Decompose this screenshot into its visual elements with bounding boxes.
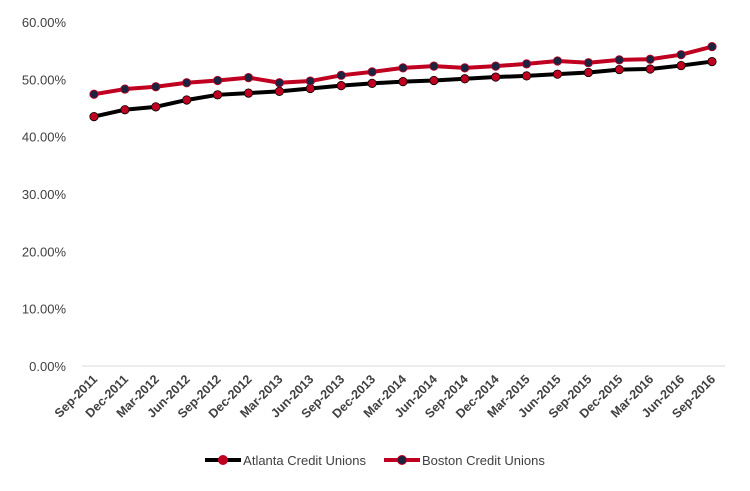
data-point (398, 63, 408, 73)
data-point (429, 75, 439, 86)
data-point (398, 77, 408, 87)
data-point (460, 74, 470, 84)
data-point (367, 67, 377, 77)
y-tick-label: 0.00% (29, 359, 66, 374)
data-point (89, 89, 99, 99)
data-point (120, 84, 130, 94)
y-tick-label: 40.00% (22, 130, 67, 145)
data-point (243, 88, 254, 98)
data-point (336, 81, 346, 91)
data-point (182, 95, 192, 105)
data-point (151, 82, 161, 92)
data-point (274, 86, 284, 96)
y-tick-label: 10.00% (22, 302, 67, 317)
data-point (676, 50, 686, 60)
data-point (336, 70, 346, 80)
data-point (552, 69, 563, 79)
legend-item-atlanta: Atlanta Credit Unions (205, 453, 366, 468)
data-point (491, 61, 501, 71)
data-point (367, 78, 377, 88)
legend-item-boston: Boston Credit Unions (384, 453, 545, 468)
data-point (182, 78, 192, 88)
legend: Atlanta Credit Unions Boston Credit Unio… (0, 449, 750, 471)
data-point (429, 61, 439, 71)
series-group (89, 42, 717, 122)
y-tick-label: 30.00% (22, 187, 67, 202)
y-tick-label: 60.00% (22, 15, 67, 30)
data-point (614, 64, 624, 75)
y-tick-label: 20.00% (22, 244, 67, 259)
data-point (89, 112, 99, 122)
data-point (552, 56, 563, 66)
legend-label-atlanta: Atlanta Credit Unions (243, 452, 366, 468)
data-point (213, 75, 223, 86)
data-point (521, 71, 532, 81)
x-axis-tick-labels: Sep-2011Dec-2011Mar-2012Jun-2012Sep-2012… (52, 372, 718, 421)
y-axis-tick-labels: 0.00% 10.00% 20.00% 30.00% 40.00% 50.00% 60.00… (22, 15, 67, 374)
data-point (274, 78, 284, 88)
data-point (707, 42, 717, 52)
data-point (120, 105, 130, 115)
legend-label-boston: Boston Credit Unions (422, 452, 545, 468)
y-tick-label: 50.00% (22, 72, 67, 87)
data-point (676, 60, 686, 71)
data-point (645, 54, 655, 64)
data-point (491, 72, 501, 82)
data-point (460, 63, 470, 73)
legend-swatch-atlanta (205, 454, 242, 466)
data-point (151, 102, 161, 112)
data-point (645, 64, 655, 74)
data-point (707, 56, 717, 67)
series-0 (89, 56, 717, 122)
data-point (583, 58, 594, 68)
data-point (521, 59, 532, 69)
data-point (213, 90, 223, 100)
data-point (614, 55, 624, 65)
legend-swatch-boston (384, 454, 420, 466)
data-point (305, 76, 315, 86)
series-1 (89, 42, 717, 99)
data-point (583, 67, 594, 78)
data-point (243, 73, 254, 83)
